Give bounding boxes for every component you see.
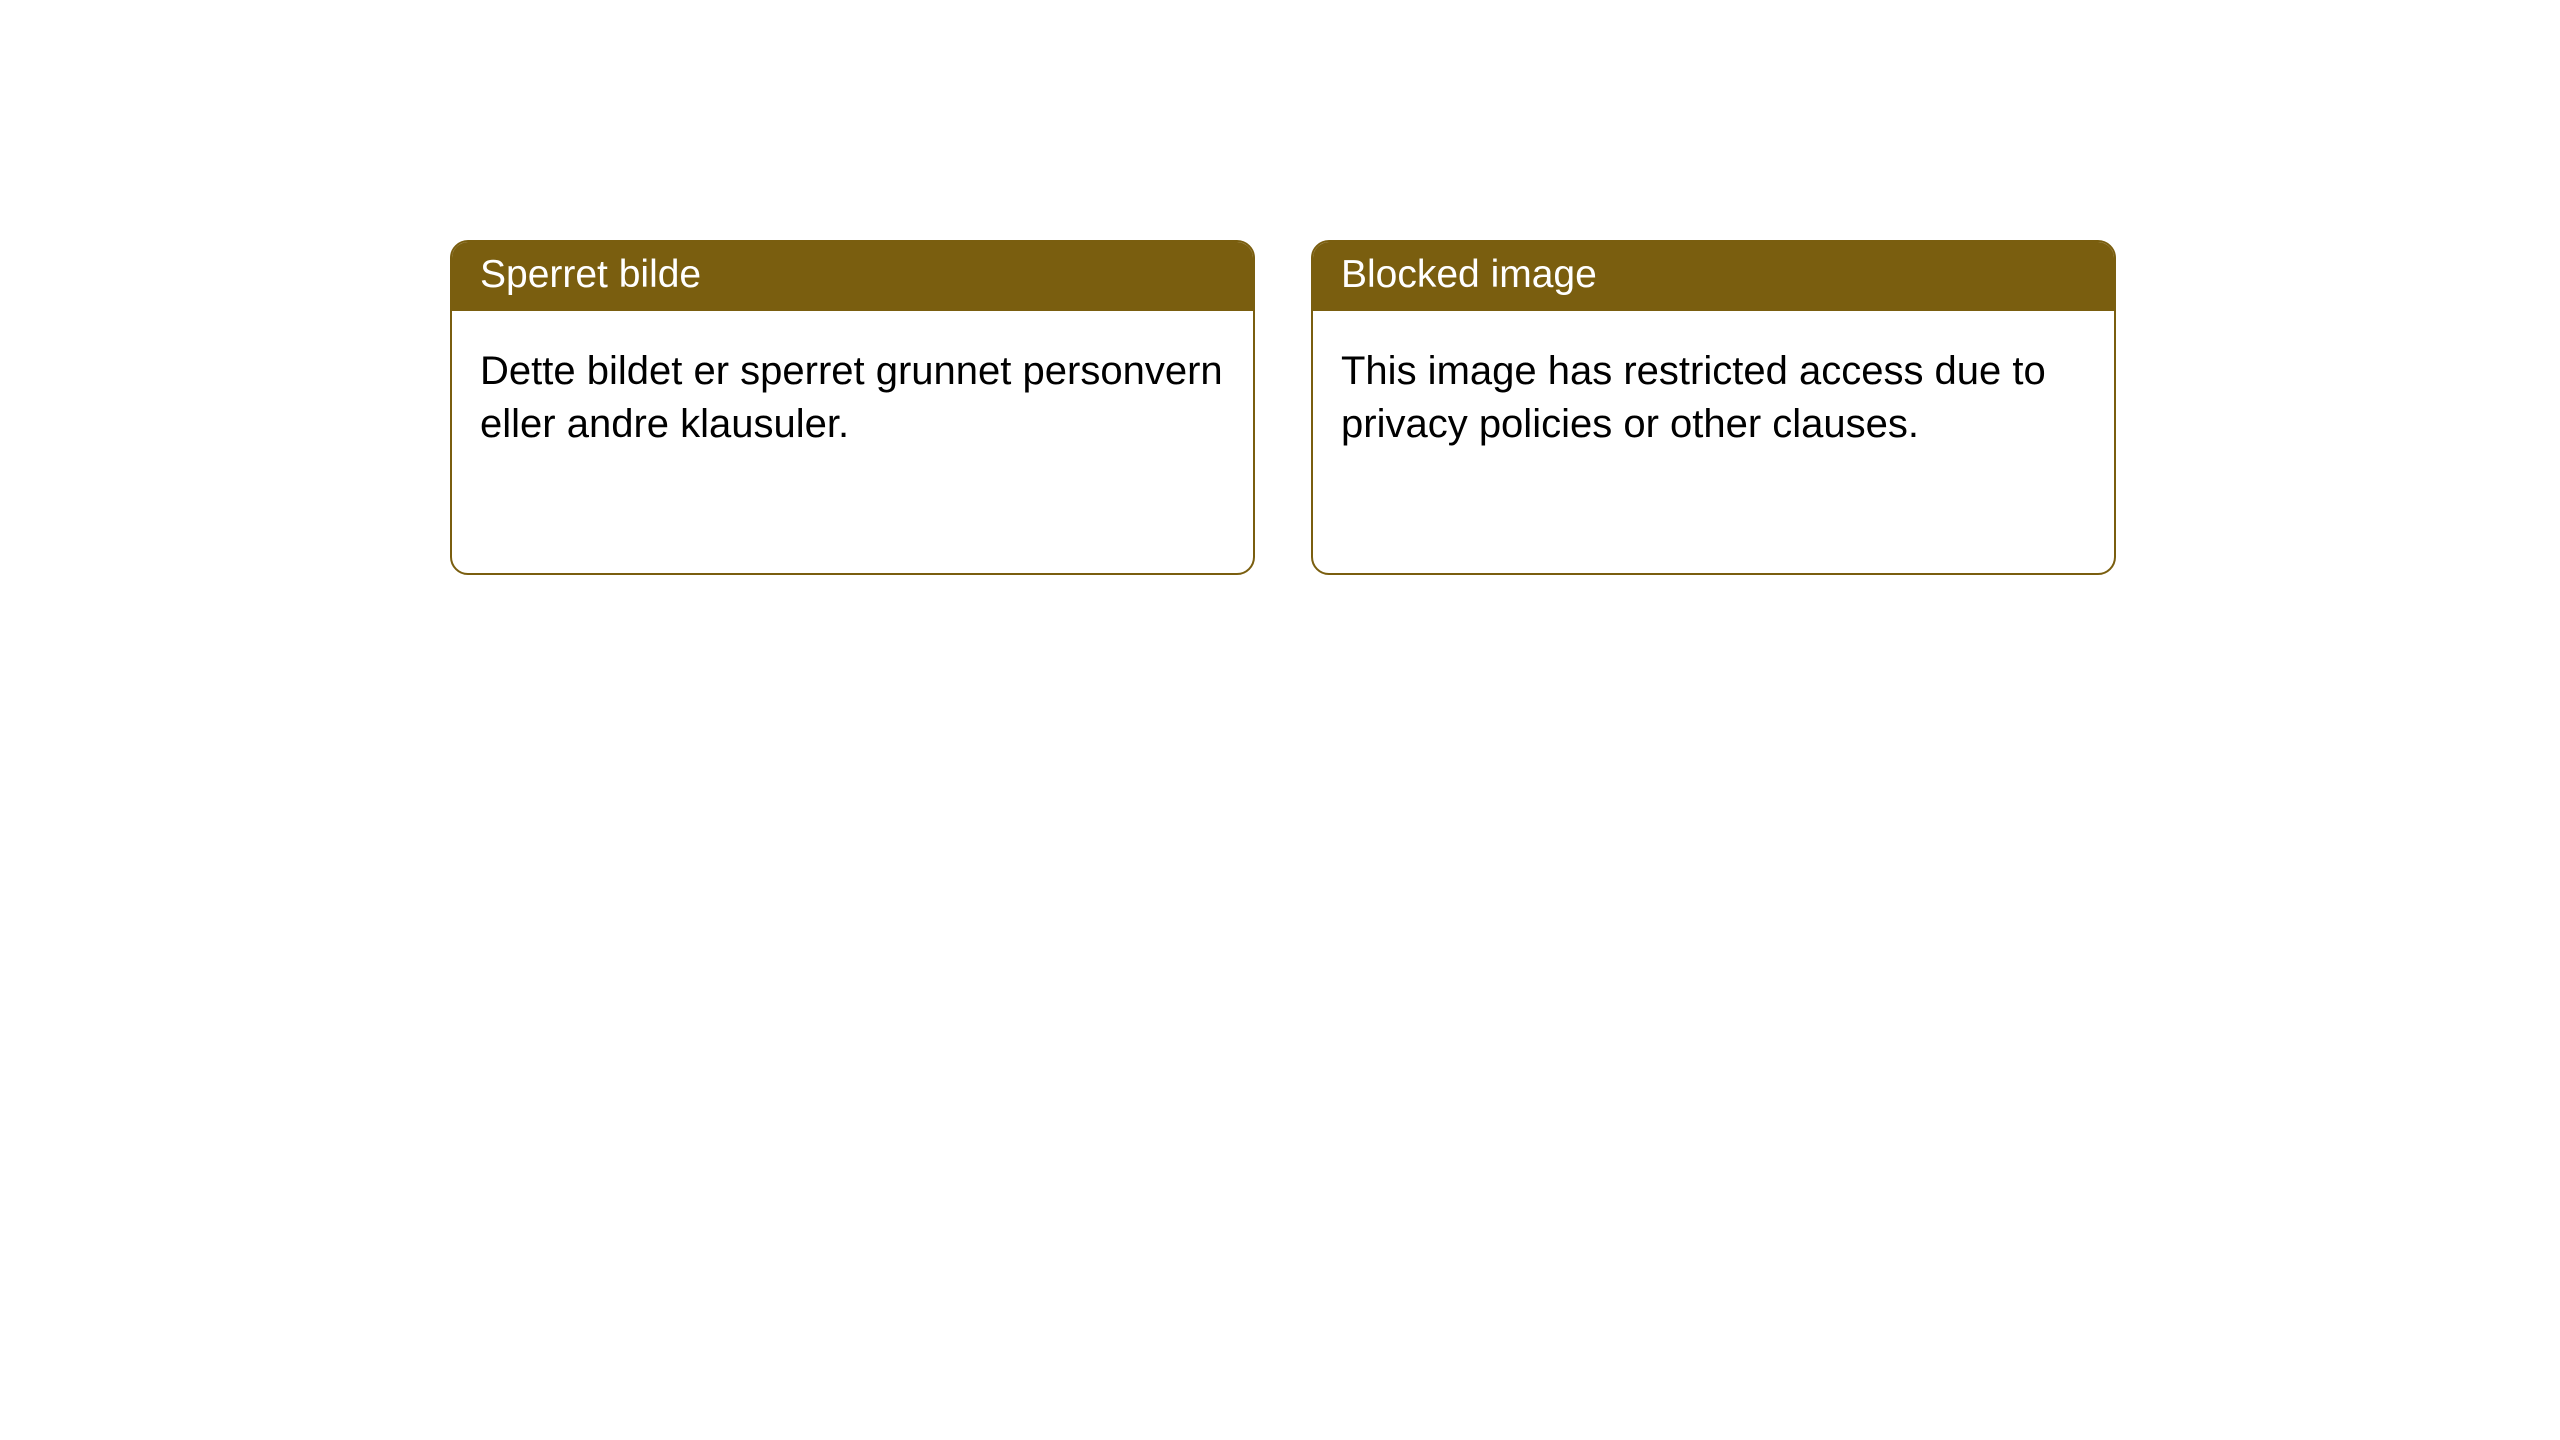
card-body-en: This image has restricted access due to … (1313, 311, 2114, 479)
blocked-image-card-en: Blocked image This image has restricted … (1311, 240, 2116, 575)
blocked-image-notice-group: Sperret bilde Dette bildet er sperret gr… (450, 240, 2116, 575)
blocked-image-card-no: Sperret bilde Dette bildet er sperret gr… (450, 240, 1255, 575)
card-title-en: Blocked image (1313, 242, 2114, 311)
card-title-no: Sperret bilde (452, 242, 1253, 311)
card-body-no: Dette bildet er sperret grunnet personve… (452, 311, 1253, 479)
